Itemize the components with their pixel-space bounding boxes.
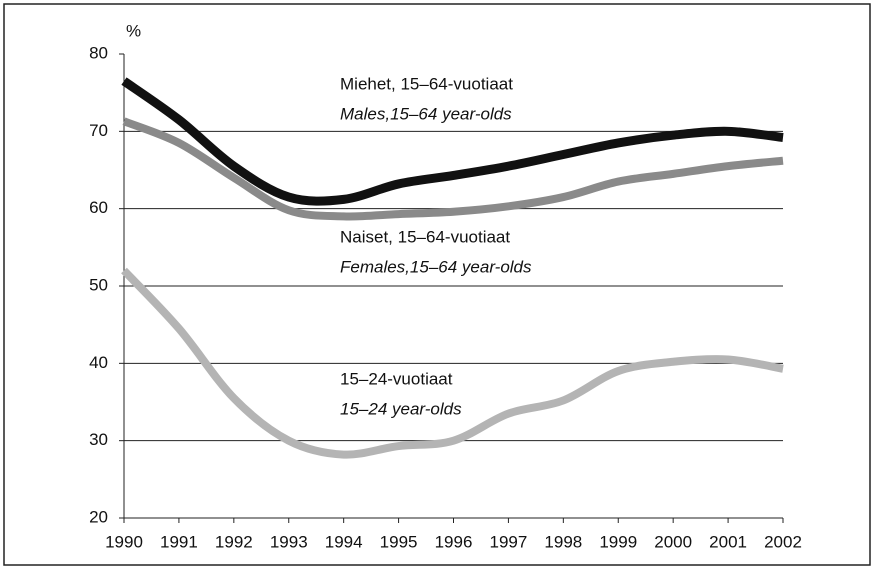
x-tick-label: 2001: [709, 532, 747, 551]
x-tick-label: 1991: [160, 532, 198, 551]
x-tick-label: 1999: [599, 532, 637, 551]
y-tick-label: 40: [89, 353, 108, 372]
y-tick-label: 70: [89, 121, 108, 140]
x-tick-label: 1997: [490, 532, 528, 551]
series-label: Naiset, 15–64-vuotiaat: [340, 227, 510, 246]
x-tick-label: 1993: [270, 532, 308, 551]
x-tick-label: 1995: [380, 532, 418, 551]
series-line: [121, 267, 784, 459]
series-label: 15–24-vuotiaat: [340, 369, 453, 388]
series-line: [122, 117, 784, 221]
y-unit: %: [126, 21, 141, 40]
y-tick-label: 80: [89, 43, 108, 62]
x-tick-label: 1990: [105, 532, 143, 551]
x-tick-label: 1998: [544, 532, 582, 551]
y-tick-label: 30: [89, 430, 108, 449]
series-label-en: Females,15–64 year-olds: [340, 257, 532, 276]
y-tick-label: 60: [89, 198, 108, 217]
series-label-en: Males,15–64 year-olds: [340, 104, 512, 123]
x-tick-label: 2000: [654, 532, 692, 551]
x-tick-label: 2002: [764, 532, 802, 551]
frame: [3, 3, 871, 566]
x-tick-label: 1996: [435, 532, 473, 551]
x-tick-label: 1992: [215, 532, 253, 551]
series-line: [121, 77, 784, 206]
series-label: Miehet, 15–64-vuotiaat: [340, 74, 513, 93]
series-label-en: 15–24 year-olds: [340, 399, 462, 418]
y-tick-label: 50: [89, 275, 108, 294]
x-tick-label: 1994: [325, 532, 363, 551]
y-tick-label: 20: [89, 507, 108, 526]
